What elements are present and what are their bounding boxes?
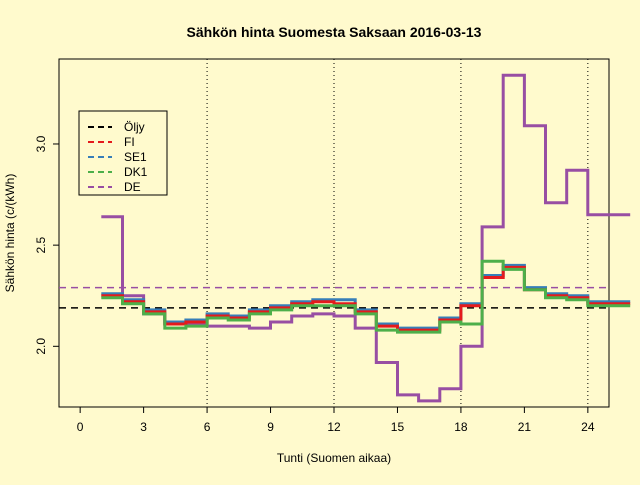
x-tick-label: 12 xyxy=(327,420,341,434)
x-tick-label: 21 xyxy=(518,420,532,434)
x-axis-label: Tunti (Suomen aikaa) xyxy=(277,451,391,465)
legend-label-se1: SE1 xyxy=(124,150,147,164)
x-tick-label: 6 xyxy=(204,420,211,434)
x-tick-label: 24 xyxy=(581,420,595,434)
y-tick-label: 3.0 xyxy=(34,135,48,152)
y-axis-label: Sähkön hinta (c/(kWh) xyxy=(3,174,17,293)
legend-box xyxy=(78,110,168,196)
y-tick-label: 2.5 xyxy=(34,236,48,253)
legend-label-dk1: DK1 xyxy=(124,165,148,179)
x-tick-label: 3 xyxy=(140,420,147,434)
legend-label-oljy: Öljy xyxy=(124,120,145,134)
x-tick-label: 15 xyxy=(391,420,405,434)
legend-label-fi: FI xyxy=(124,135,135,149)
y-tick-label: 2.0 xyxy=(34,338,48,355)
x-tick-label: 9 xyxy=(267,420,274,434)
chart-title: Sähkön hinta Suomesta Saksaan 2016-03-13 xyxy=(187,24,482,40)
x-tick-label: 0 xyxy=(77,420,84,434)
y-axis: 2.0 2.5 3.0 xyxy=(34,135,59,355)
series-lines xyxy=(59,73,631,403)
x-axis: 0 3 6 9 12 15 18 21 24 xyxy=(77,407,595,434)
x-tick-label: 18 xyxy=(454,420,468,434)
legend-label-de: DE xyxy=(124,180,141,194)
dk1-series-line xyxy=(101,259,631,334)
